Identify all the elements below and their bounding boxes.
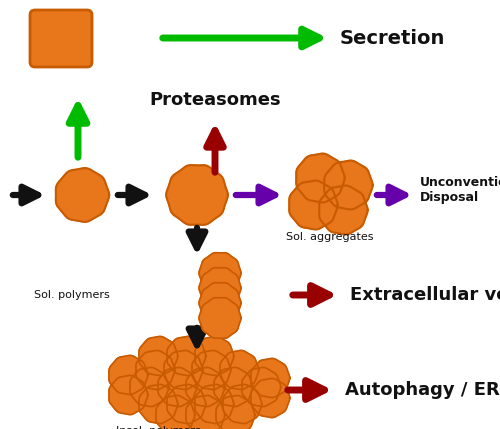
Polygon shape — [216, 396, 254, 429]
Polygon shape — [199, 268, 241, 308]
Polygon shape — [242, 368, 281, 407]
Polygon shape — [199, 283, 241, 323]
Polygon shape — [167, 384, 205, 423]
Polygon shape — [186, 368, 224, 407]
Polygon shape — [167, 336, 205, 375]
Polygon shape — [324, 160, 372, 209]
Polygon shape — [139, 384, 177, 423]
Polygon shape — [109, 375, 148, 414]
Polygon shape — [319, 186, 368, 235]
Polygon shape — [158, 368, 196, 407]
Polygon shape — [109, 356, 148, 395]
Text: Sol. aggregates: Sol. aggregates — [286, 232, 374, 242]
Text: Autophagy / ER-phagy: Autophagy / ER-phagy — [345, 381, 500, 399]
Polygon shape — [139, 336, 177, 375]
Polygon shape — [166, 165, 228, 225]
Polygon shape — [251, 359, 290, 398]
Text: Extracellular vesicles: Extracellular vesicles — [350, 286, 500, 304]
Text: Unconventional
Disposal: Unconventional Disposal — [420, 176, 500, 204]
Polygon shape — [296, 154, 344, 202]
Polygon shape — [251, 378, 290, 417]
Polygon shape — [130, 368, 168, 407]
Polygon shape — [199, 298, 241, 338]
Polygon shape — [199, 253, 241, 293]
Polygon shape — [164, 350, 202, 390]
Text: Proteasomes: Proteasomes — [149, 91, 281, 109]
Polygon shape — [186, 396, 224, 429]
Text: Secretion: Secretion — [340, 28, 446, 48]
Text: Insol. polymers: Insol. polymers — [116, 426, 200, 429]
Polygon shape — [214, 368, 252, 407]
Polygon shape — [195, 336, 234, 375]
Polygon shape — [192, 350, 230, 390]
Polygon shape — [195, 384, 234, 423]
Polygon shape — [289, 181, 338, 230]
FancyBboxPatch shape — [30, 10, 92, 67]
Polygon shape — [220, 350, 258, 390]
Polygon shape — [156, 396, 194, 429]
Polygon shape — [223, 384, 262, 423]
Polygon shape — [56, 168, 109, 222]
Polygon shape — [136, 350, 174, 390]
Text: Sol. polymers: Sol. polymers — [34, 290, 110, 300]
